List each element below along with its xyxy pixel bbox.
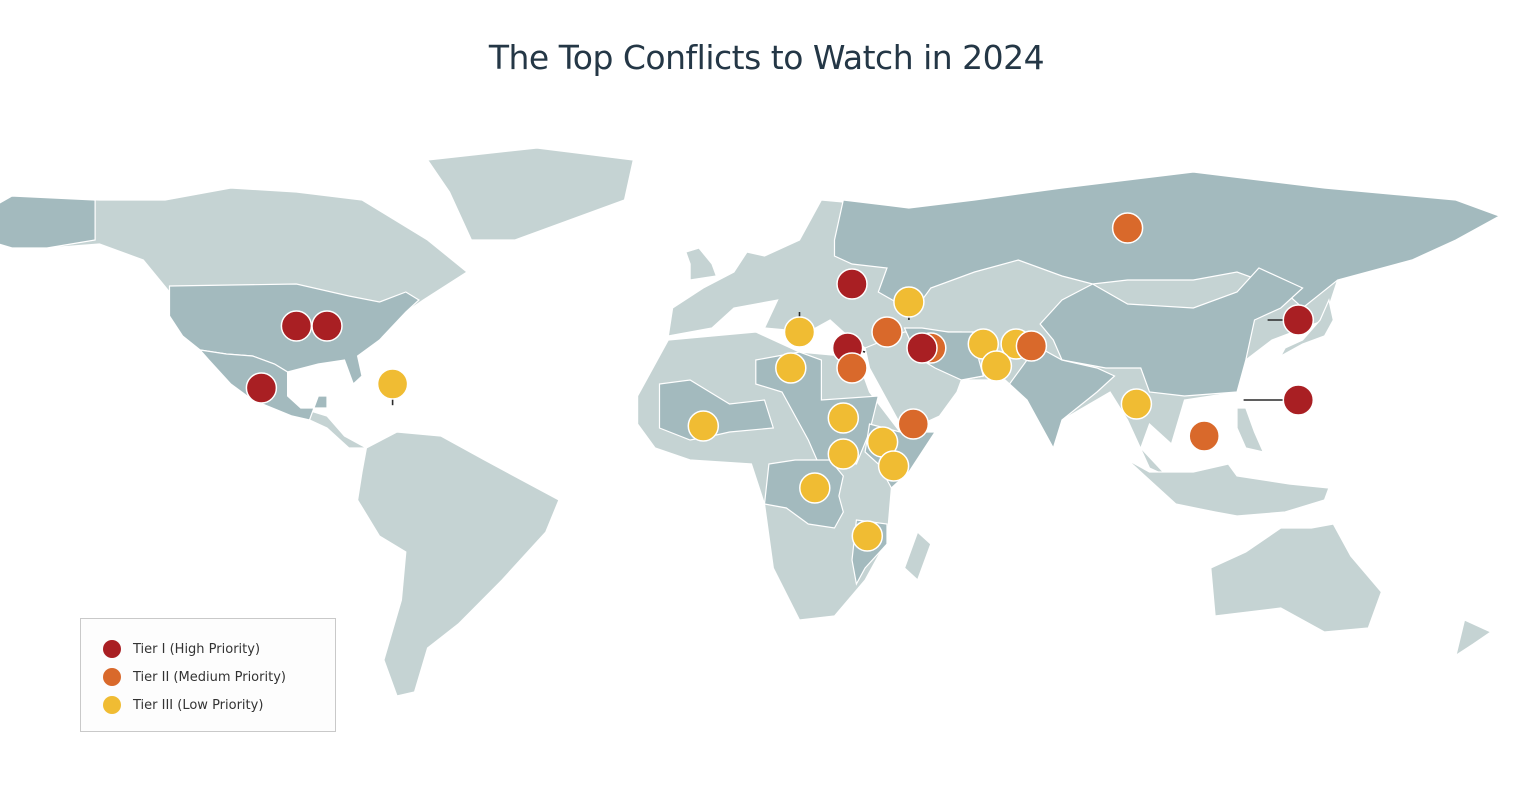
conflict-marker-syria-turkey[interactable] bbox=[871, 316, 903, 348]
legend-label-tier3: Tier III (Low Priority) bbox=[133, 697, 264, 713]
conflict-marker-armenia-azerbaijan[interactable] bbox=[893, 286, 925, 318]
conflict-marker-egypt[interactable] bbox=[836, 352, 868, 384]
indonesia-land bbox=[1127, 459, 1330, 517]
tier3-dot-icon bbox=[103, 696, 121, 714]
madagascar-land bbox=[903, 530, 932, 582]
conflict-marker-kosovo-serbia[interactable] bbox=[783, 316, 816, 348]
tier2-dot-icon bbox=[103, 668, 121, 686]
conflict-marker-mexico[interactable] bbox=[245, 372, 278, 404]
russia-land bbox=[833, 171, 1501, 313]
conflict-marker-drc[interactable] bbox=[799, 472, 831, 504]
conflict-marker-south-china-sea[interactable] bbox=[1188, 420, 1220, 452]
conflict-marker-haiti[interactable] bbox=[376, 368, 409, 400]
legend-item-tier1: Tier I (High Priority) bbox=[103, 639, 260, 659]
alaska-land bbox=[0, 195, 96, 249]
conflict-marker-us-1[interactable] bbox=[280, 310, 313, 342]
conflict-marker-libya[interactable] bbox=[775, 352, 807, 384]
conflict-marker-south-sudan[interactable] bbox=[827, 438, 860, 470]
legend-label-tier2: Tier II (Medium Priority) bbox=[133, 669, 286, 685]
conflict-marker-taiwan[interactable] bbox=[1282, 384, 1315, 416]
conflict-marker-ukraine[interactable] bbox=[836, 268, 868, 300]
conflict-marker-iran[interactable] bbox=[906, 332, 938, 364]
conflict-marker-pakistan-2[interactable] bbox=[980, 350, 1013, 382]
new-zealand-land bbox=[1442, 619, 1493, 665]
legend-item-tier2: Tier II (Medium Priority) bbox=[103, 667, 286, 687]
greenland-land bbox=[426, 147, 635, 241]
conflict-marker-yemen[interactable] bbox=[897, 408, 930, 440]
land-layer bbox=[0, 147, 1501, 697]
page-title: The Top Conflicts to Watch in 2024 bbox=[488, 38, 1045, 77]
conflict-marker-us-2[interactable] bbox=[311, 310, 343, 342]
tier1-dot-icon bbox=[103, 640, 121, 658]
japan-land bbox=[1279, 298, 1334, 358]
legend: Tier I (High Priority) Tier II (Medium P… bbox=[80, 618, 336, 732]
uk-land bbox=[685, 247, 718, 281]
australia-land bbox=[1210, 523, 1383, 633]
south-america-land bbox=[356, 431, 560, 697]
conflict-marker-somalia[interactable] bbox=[877, 450, 910, 482]
conflict-marker-mozambique[interactable] bbox=[851, 520, 884, 552]
legend-item-tier3: Tier III (Low Priority) bbox=[103, 695, 263, 715]
conflict-marker-russia[interactable] bbox=[1111, 212, 1144, 244]
legend-label-tier1: Tier I (High Priority) bbox=[133, 641, 261, 657]
philippines-land bbox=[1236, 407, 1265, 453]
conflict-marker-sahel[interactable] bbox=[687, 410, 720, 442]
conflict-marker-myanmar[interactable] bbox=[1120, 388, 1153, 420]
conflict-marker-india-pakistan[interactable] bbox=[1015, 330, 1048, 362]
marker-layer bbox=[245, 212, 1315, 552]
china-land bbox=[1039, 267, 1304, 397]
conflict-marker-north-korea[interactable] bbox=[1282, 304, 1315, 336]
conflict-marker-sudan[interactable] bbox=[827, 402, 860, 434]
